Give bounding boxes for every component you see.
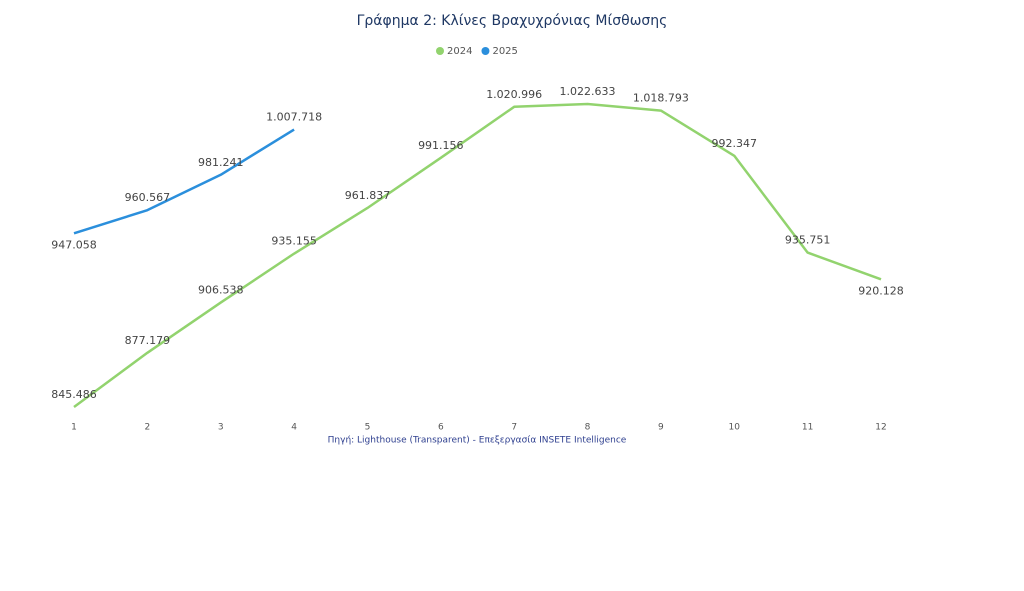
x-tick-label: 11 [802, 423, 813, 433]
data-label: 981.241 [198, 156, 244, 169]
data-label: 935.155 [271, 235, 317, 248]
data-label: 1.007.718 [266, 111, 322, 124]
data-label: 1.020.996 [486, 88, 542, 101]
data-label: 906.538 [198, 284, 244, 297]
data-label: 877.179 [125, 334, 171, 347]
data-label: 920.128 [858, 284, 904, 297]
data-label: 960.567 [125, 191, 171, 204]
x-tick-label: 6 [438, 423, 444, 433]
chart-title: Γράφημα 2: Κλίνες Βραχυχρόνιας Μίσθωσης [357, 13, 668, 29]
legend-label: 2024 [447, 46, 472, 57]
data-label: 935.751 [785, 234, 831, 247]
legend-label: 2025 [492, 46, 517, 57]
x-tick-label: 1 [71, 423, 77, 433]
x-tick-label: 5 [365, 423, 371, 433]
data-label: 947.058 [51, 238, 97, 251]
data-label: 992.347 [712, 137, 758, 150]
x-tick-label: 8 [585, 423, 591, 433]
data-label: 1.022.633 [560, 85, 616, 98]
x-tick-label: 4 [291, 423, 297, 433]
series-line [73, 128, 295, 235]
x-tick-label: 12 [875, 423, 886, 433]
series-line [73, 102, 882, 409]
x-tick-label: 3 [218, 423, 224, 433]
x-tick-label: 7 [511, 423, 517, 433]
x-tick-label: 10 [729, 423, 741, 433]
legend-marker [436, 47, 444, 55]
data-label: 991.156 [418, 139, 464, 152]
legend-marker [481, 47, 490, 55]
x-tick-label: 9 [658, 423, 664, 433]
data-label: 961.837 [345, 189, 391, 202]
data-label: 1.018.793 [633, 92, 689, 105]
source-note: Πηγή: Lighthouse (Transparent) - Επεξεργ… [328, 436, 627, 446]
x-tick-label: 2 [144, 423, 150, 433]
data-label: 845.486 [51, 388, 97, 401]
